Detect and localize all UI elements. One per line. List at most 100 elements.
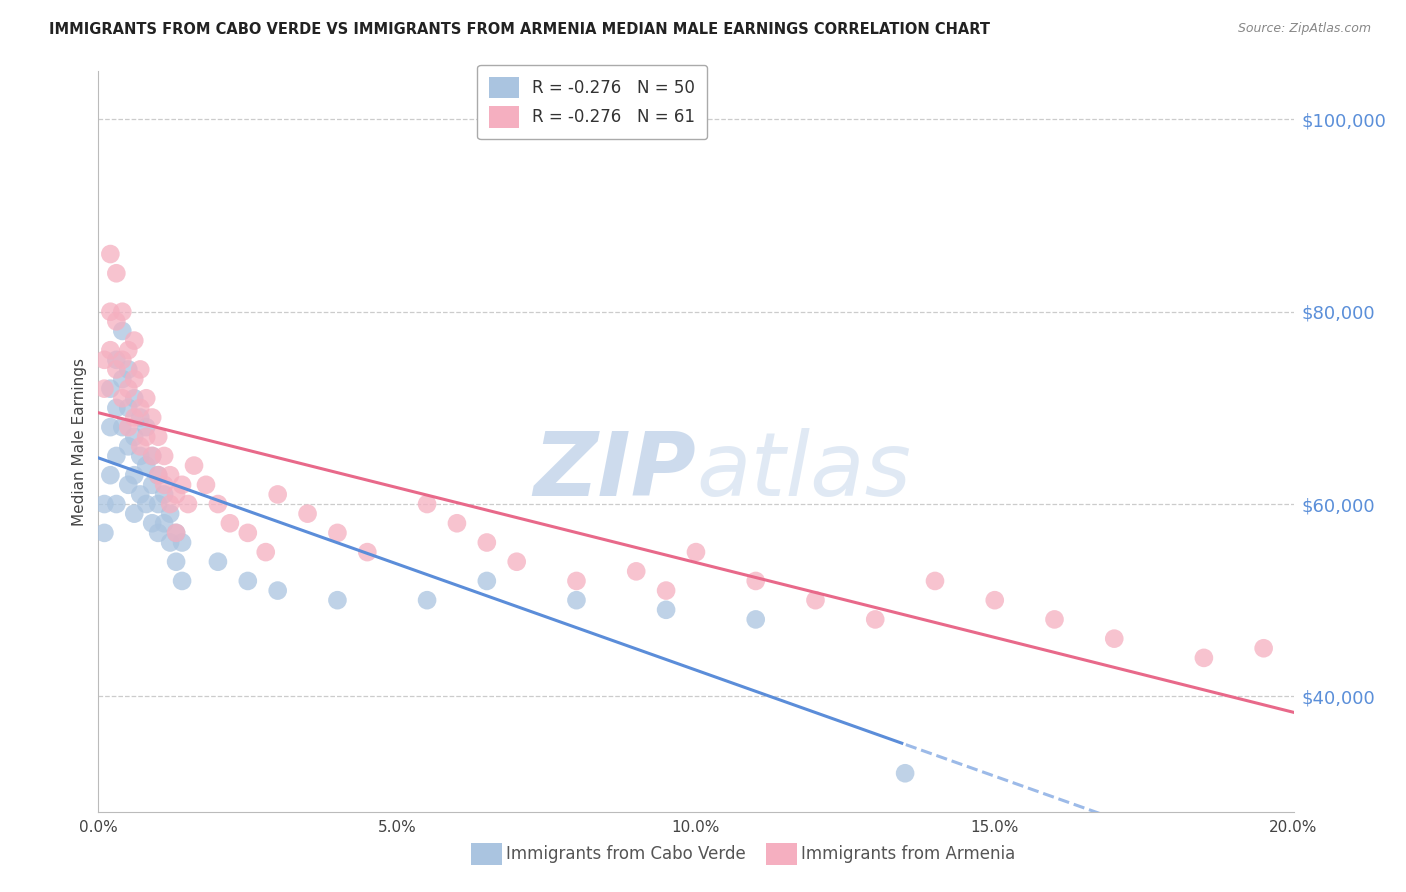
Point [172,574,194,588]
Point [172,478,194,492]
Point [267,487,290,501]
Point [129,362,152,376]
Point [165,555,187,569]
Point [254,545,277,559]
Point [117,478,139,492]
Point [1192,651,1215,665]
Point [98,247,122,261]
Point [111,391,134,405]
Point [165,487,187,501]
Point [655,603,678,617]
Point [236,525,259,540]
Point [98,304,122,318]
Point [984,593,1007,607]
Text: Immigrants from Cabo Verde: Immigrants from Cabo Verde [506,845,747,863]
Point [416,497,439,511]
Point [135,458,157,473]
Point [135,420,157,434]
Point [207,555,229,569]
Point [148,497,170,511]
Point [685,545,707,559]
Point [117,362,139,376]
Text: Immigrants from Armenia: Immigrants from Armenia [801,845,1015,863]
Point [626,565,648,579]
Point [105,401,128,415]
Text: Source: ZipAtlas.com: Source: ZipAtlas.com [1237,22,1371,36]
Point [894,766,917,780]
Point [117,401,139,415]
Point [565,593,588,607]
Point [475,574,498,588]
Point [141,478,163,492]
Text: atlas: atlas [696,428,911,514]
Point [159,468,181,483]
Point [153,478,176,492]
Point [111,324,134,338]
Point [117,343,139,358]
Point [117,382,139,396]
Point [105,449,128,463]
Point [172,535,194,549]
Point [124,334,146,348]
Point [195,478,218,492]
Point [105,352,128,367]
Point [153,487,176,501]
Point [865,612,887,626]
Point [129,401,152,415]
Point [135,497,157,511]
Point [148,468,170,483]
Point [297,507,319,521]
Point [98,420,122,434]
Point [153,449,176,463]
Point [135,391,157,405]
Point [565,574,588,588]
Point [141,410,163,425]
Point [105,497,128,511]
Point [165,525,187,540]
Point [183,458,205,473]
Point [267,583,290,598]
Point [93,382,115,396]
Point [141,449,163,463]
Point [111,372,134,386]
Point [1253,641,1275,656]
Point [148,468,170,483]
Point [475,535,498,549]
Point [111,420,134,434]
Point [326,525,349,540]
Text: IMMIGRANTS FROM CABO VERDE VS IMMIGRANTS FROM ARMENIA MEDIAN MALE EARNINGS CORRE: IMMIGRANTS FROM CABO VERDE VS IMMIGRANTS… [49,22,990,37]
Point [93,497,115,511]
Point [1104,632,1126,646]
Point [129,487,152,501]
Point [117,420,139,434]
Y-axis label: Median Male Earnings: Median Male Earnings [72,358,87,525]
Point [129,439,152,453]
Point [745,612,768,626]
Point [93,525,115,540]
Point [124,372,146,386]
Point [924,574,946,588]
Point [93,352,115,367]
Point [105,266,128,280]
Point [655,583,678,598]
Point [159,507,181,521]
Point [1043,612,1066,626]
Point [745,574,768,588]
Point [129,410,152,425]
Point [141,449,163,463]
Point [124,410,146,425]
Point [105,362,128,376]
Point [124,468,146,483]
Point [159,497,181,511]
Point [124,507,146,521]
Point [98,343,122,358]
Point [105,314,128,328]
Text: ZIP: ZIP [533,427,696,515]
Point [98,468,122,483]
Point [177,497,200,511]
Point [219,516,242,531]
Point [153,516,176,531]
Point [159,535,181,549]
Point [236,574,259,588]
Point [804,593,827,607]
